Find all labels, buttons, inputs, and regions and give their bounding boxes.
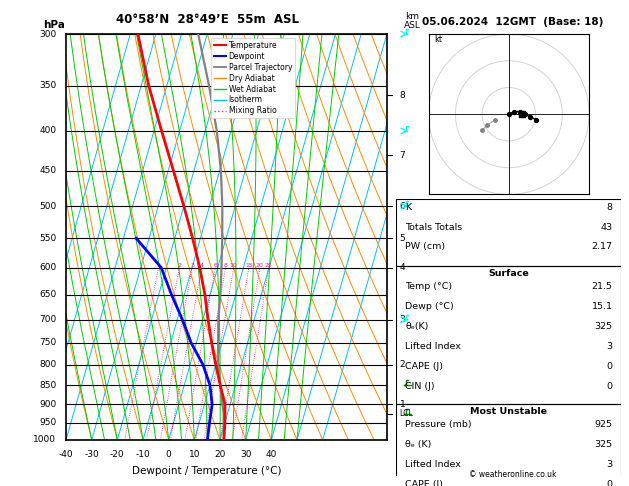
- Text: 21.5: 21.5: [591, 282, 613, 291]
- Text: CAPE (J): CAPE (J): [405, 362, 443, 371]
- Text: 1: 1: [157, 262, 160, 268]
- Text: 25: 25: [265, 262, 272, 268]
- Text: LCL: LCL: [399, 409, 413, 418]
- Text: 900: 900: [39, 400, 57, 409]
- Text: © weatheronline.co.uk: © weatheronline.co.uk: [469, 469, 557, 479]
- Text: 550: 550: [39, 234, 57, 243]
- Bar: [396, 266, 621, 404]
- Text: 7: 7: [399, 151, 406, 160]
- Text: 10: 10: [230, 262, 238, 268]
- Text: Temp (°C): Temp (°C): [405, 282, 452, 291]
- Text: θₑ(K): θₑ(K): [405, 322, 428, 331]
- Text: 0: 0: [166, 450, 172, 459]
- Text: θₑ (K): θₑ (K): [405, 440, 431, 449]
- Text: 3: 3: [606, 342, 613, 351]
- Text: 750: 750: [39, 338, 57, 347]
- Text: 950: 950: [39, 418, 57, 427]
- Text: 400: 400: [39, 126, 57, 136]
- Text: 2: 2: [399, 360, 405, 369]
- Text: 05.06.2024  12GMT  (Base: 18): 05.06.2024 12GMT (Base: 18): [422, 17, 603, 27]
- Point: [517, 110, 527, 118]
- Bar: [396, 404, 621, 486]
- Text: Dewpoint / Temperature (°C): Dewpoint / Temperature (°C): [133, 466, 282, 476]
- Text: 2: 2: [177, 262, 181, 268]
- Text: CAPE (J): CAPE (J): [405, 480, 443, 486]
- Text: PW (cm): PW (cm): [405, 243, 445, 251]
- Text: 3: 3: [190, 262, 194, 268]
- Text: -30: -30: [84, 450, 99, 459]
- Text: 325: 325: [594, 440, 613, 449]
- Legend: Temperature, Dewpoint, Parcel Trajectory, Dry Adiabat, Wet Adiabat, Isotherm, Mi: Temperature, Dewpoint, Parcel Trajectory…: [211, 38, 295, 119]
- Text: 450: 450: [39, 166, 57, 175]
- Text: K: K: [405, 203, 411, 211]
- Text: 600: 600: [39, 263, 57, 272]
- Text: 0: 0: [606, 362, 613, 371]
- Point: [482, 121, 493, 129]
- Text: CIN (J): CIN (J): [405, 382, 435, 391]
- Text: km
ASL: km ASL: [404, 12, 421, 30]
- Text: 40: 40: [265, 450, 277, 459]
- Text: 20: 20: [256, 262, 264, 268]
- Text: 3: 3: [399, 315, 406, 324]
- Text: 15.1: 15.1: [591, 302, 613, 311]
- Text: 6: 6: [399, 202, 406, 211]
- Text: 6: 6: [213, 262, 218, 268]
- Text: 30: 30: [240, 450, 252, 459]
- Text: 8: 8: [606, 203, 613, 211]
- Text: 10: 10: [189, 450, 200, 459]
- Point: [525, 113, 535, 121]
- Point: [509, 108, 519, 116]
- Text: Lifted Index: Lifted Index: [405, 460, 461, 469]
- Text: hPa: hPa: [43, 20, 65, 30]
- Text: 300: 300: [39, 30, 57, 38]
- Bar: [396, 199, 621, 266]
- Text: Lifted Index: Lifted Index: [405, 342, 461, 351]
- Text: 40°58’N  28°49’E  55m  ASL: 40°58’N 28°49’E 55m ASL: [116, 13, 299, 26]
- Point: [477, 126, 487, 134]
- Text: 500: 500: [39, 202, 57, 211]
- Text: 15: 15: [245, 262, 253, 268]
- Text: Pressure (mb): Pressure (mb): [405, 420, 472, 429]
- Point: [520, 110, 530, 118]
- Text: 2.17: 2.17: [591, 243, 613, 251]
- Text: 850: 850: [39, 381, 57, 390]
- Text: 8: 8: [224, 262, 228, 268]
- Text: 20: 20: [214, 450, 226, 459]
- Text: 5: 5: [399, 234, 406, 243]
- Text: kt: kt: [434, 35, 442, 44]
- Text: 1000: 1000: [33, 435, 57, 444]
- Point: [504, 110, 514, 118]
- Point: [530, 116, 540, 123]
- Text: Most Unstable: Most Unstable: [470, 407, 547, 417]
- Text: Dewp (°C): Dewp (°C): [405, 302, 454, 311]
- Text: 350: 350: [39, 82, 57, 90]
- Text: 325: 325: [594, 322, 613, 331]
- Text: 0: 0: [606, 480, 613, 486]
- Text: -10: -10: [136, 450, 150, 459]
- Text: 4: 4: [399, 263, 405, 272]
- Text: 0: 0: [606, 382, 613, 391]
- Text: 800: 800: [39, 360, 57, 369]
- Text: 4: 4: [199, 262, 204, 268]
- Text: 3: 3: [606, 460, 613, 469]
- Text: -20: -20: [110, 450, 125, 459]
- Text: 700: 700: [39, 315, 57, 324]
- Text: 925: 925: [594, 420, 613, 429]
- Text: Surface: Surface: [489, 269, 529, 278]
- Text: -40: -40: [58, 450, 74, 459]
- Point: [515, 108, 525, 116]
- Point: [491, 116, 501, 123]
- Text: 1: 1: [399, 400, 406, 409]
- Text: 8: 8: [399, 91, 406, 100]
- Text: 43: 43: [600, 223, 613, 231]
- Text: Totals Totals: Totals Totals: [405, 223, 462, 231]
- Text: 650: 650: [39, 290, 57, 299]
